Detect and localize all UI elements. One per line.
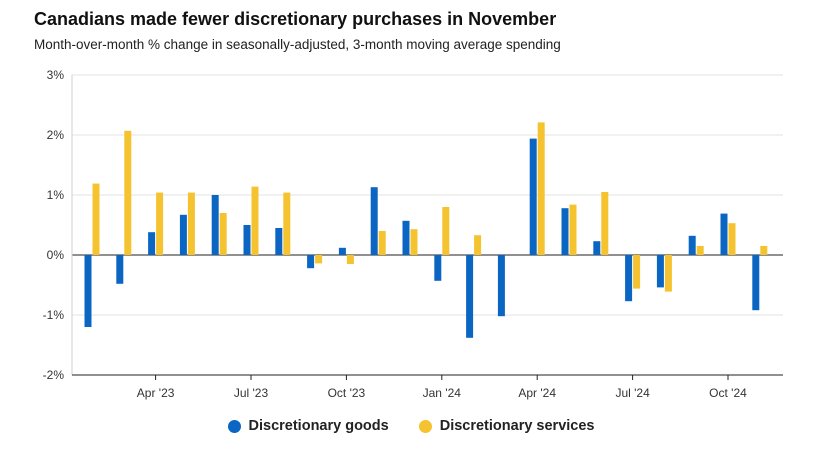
bar-services[interactable]	[760, 246, 768, 255]
bar-services[interactable]	[474, 235, 482, 255]
y-tick-label: 0%	[47, 248, 65, 262]
bar-services[interactable]	[537, 122, 545, 256]
bar-goods[interactable]	[370, 187, 378, 255]
bar-services[interactable]	[315, 255, 323, 264]
bar-services[interactable]	[156, 192, 164, 255]
bar-services[interactable]	[251, 186, 259, 255]
bar-goods[interactable]	[116, 255, 124, 284]
bar-services[interactable]	[410, 229, 418, 255]
bar-services[interactable]	[378, 231, 386, 255]
legend-item-goods[interactable]: Discretionary goods	[227, 418, 389, 434]
bar-goods[interactable]	[148, 232, 156, 255]
bar-services[interactable]	[124, 130, 132, 255]
bar-goods[interactable]	[338, 247, 346, 255]
legend-label-goods: Discretionary goods	[248, 418, 389, 434]
bar-goods[interactable]	[497, 255, 505, 317]
x-tick-label: Oct '23	[328, 386, 366, 400]
chart-subtitle: Month-over-month % change in seasonally-…	[34, 37, 561, 52]
legend-label-services: Discretionary services	[439, 418, 595, 434]
y-tick-label: 1%	[47, 188, 65, 202]
bar-goods[interactable]	[211, 195, 219, 255]
gridlines	[72, 74, 783, 376]
bar-goods[interactable]	[243, 225, 251, 255]
x-tick-label: Jul '23	[234, 386, 269, 400]
bar-services[interactable]	[696, 246, 704, 255]
legend-swatch-goods	[227, 419, 241, 433]
legend-item-services[interactable]: Discretionary services	[418, 418, 595, 434]
legend-swatch-services	[418, 419, 432, 433]
bar-goods[interactable]	[179, 214, 187, 255]
bar-services[interactable]	[346, 255, 354, 264]
bar-goods[interactable]	[625, 255, 633, 302]
bar-goods[interactable]	[402, 220, 410, 255]
bar-services[interactable]	[728, 223, 736, 255]
bar-goods[interactable]	[593, 241, 601, 255]
bar-goods[interactable]	[434, 255, 442, 281]
bar-services[interactable]	[569, 204, 577, 255]
x-tick-label: Apr '24	[518, 386, 556, 400]
bar-services[interactable]	[92, 183, 100, 255]
y-axis: -2% -1% 0% 1% 2% 3%	[43, 68, 73, 382]
bar-goods[interactable]	[720, 213, 728, 255]
x-tick-label: Apr '23	[137, 386, 175, 400]
bar-services[interactable]	[187, 192, 195, 255]
bar-goods[interactable]	[307, 255, 315, 269]
y-tick-label: -2%	[43, 368, 65, 382]
x-tick-label: Jan '24	[423, 386, 462, 400]
bar-goods[interactable]	[466, 255, 474, 338]
bar-services[interactable]	[283, 192, 291, 255]
x-tick-label: Jul '24	[615, 386, 650, 400]
bar-services[interactable]	[601, 192, 609, 255]
y-tick-label: 3%	[47, 68, 65, 82]
x-axis: Apr '23 Jul '23 Oct '23 Jan '24 Apr '24 Jul '…	[72, 374, 783, 400]
y-tick-label: -1%	[43, 308, 65, 322]
bar-services[interactable]	[664, 255, 672, 292]
chart-title: Canadians made fewer discretionary purch…	[34, 9, 557, 29]
bars	[84, 122, 768, 338]
bar-goods[interactable]	[688, 235, 696, 255]
bar-goods[interactable]	[752, 255, 760, 311]
bar-services[interactable]	[633, 255, 641, 289]
bar-services[interactable]	[219, 213, 227, 255]
bar-goods[interactable]	[656, 255, 664, 288]
bar-chart: -2% -1% 0% 1% 2% 3% Apr '23 Jul '23 Oct '23 Jan …	[43, 68, 783, 400]
bar-goods[interactable]	[529, 138, 537, 255]
bar-goods[interactable]	[84, 255, 92, 327]
y-tick-label: 2%	[47, 128, 65, 142]
bar-goods[interactable]	[561, 208, 569, 255]
x-tick-label: Oct '24	[709, 386, 747, 400]
bar-services[interactable]	[442, 207, 450, 255]
legend: Discretionary goods Discretionary servic…	[0, 418, 822, 434]
bar-goods[interactable]	[275, 228, 283, 255]
